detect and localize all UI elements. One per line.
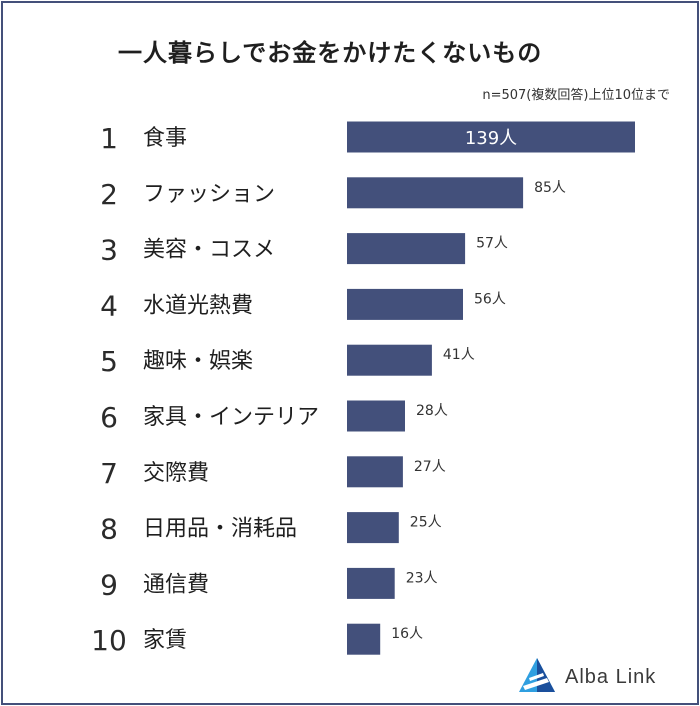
rank-label: 10 [91, 624, 127, 657]
rank-label: 4 [100, 289, 118, 322]
category-label: 水道光熱費 [143, 293, 253, 318]
value-label: 25人 [410, 515, 442, 531]
category-label: 通信費 [143, 572, 209, 597]
value-label: 57人 [476, 236, 508, 252]
bar [347, 400, 405, 432]
category-label: 美容・コスメ [143, 238, 275, 263]
bar [347, 567, 395, 599]
chart-title: 一人暮らしでお金をかけたくないもの [118, 39, 543, 67]
sample-note: n=507(複数回答)上位10位まで [482, 88, 670, 103]
bar [347, 344, 432, 376]
bar [347, 456, 403, 488]
bar [347, 512, 399, 544]
rank-label: 2 [100, 178, 118, 211]
brand-logo: Alba Link [515, 656, 685, 696]
bar [347, 177, 524, 209]
rank-label: 9 [100, 568, 118, 601]
alba-link-logo-icon [519, 658, 555, 692]
value-label: 41人 [443, 347, 475, 363]
brand-name: Alba Link [565, 666, 657, 688]
value-label: 28人 [416, 403, 448, 419]
bar [347, 623, 381, 655]
category-label: 家具・インテリア [143, 405, 319, 430]
rank-label: 1 [100, 122, 118, 155]
value-label: 56人 [474, 291, 506, 307]
value-label: 85人 [534, 180, 566, 196]
category-label: 趣味・娯楽 [143, 349, 253, 374]
value-label: 139人 [465, 128, 517, 149]
bar [347, 288, 463, 320]
bar [347, 233, 466, 265]
rank-label: 6 [100, 401, 118, 434]
rank-label: 8 [100, 513, 118, 546]
value-label: 23人 [406, 570, 438, 586]
category-label: ファッション [143, 182, 275, 207]
bar [347, 121, 635, 153]
category-label: 日用品・消耗品 [143, 517, 297, 542]
rank-label: 7 [100, 457, 118, 490]
category-label: 食事 [143, 126, 187, 151]
value-label: 27人 [414, 459, 446, 475]
rank-label: 5 [100, 345, 118, 378]
value-label: 16人 [391, 626, 423, 642]
rank-label: 3 [100, 234, 118, 267]
category-label: 交際費 [143, 461, 209, 486]
category-label: 家賃 [143, 628, 187, 653]
